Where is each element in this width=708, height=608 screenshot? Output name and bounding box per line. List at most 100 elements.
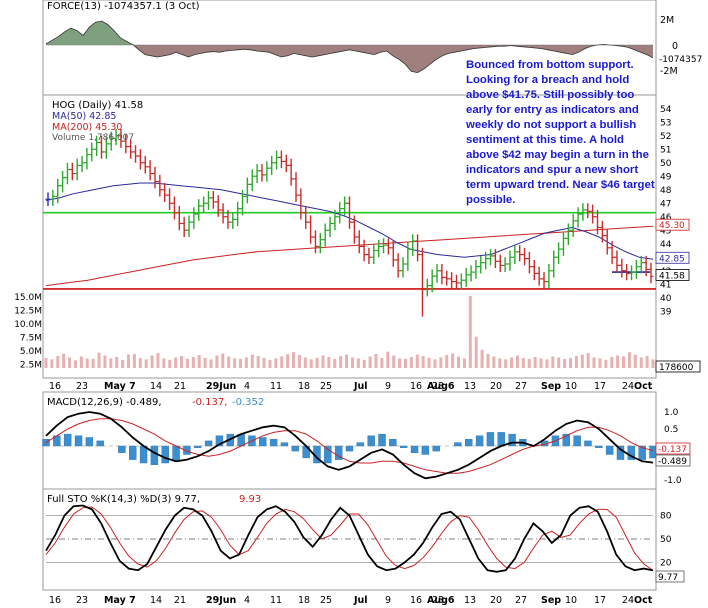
x-axis-label-price: 23 xyxy=(76,381,88,392)
x-axis-label-bottom: 17 xyxy=(594,595,606,606)
stochastic-panel xyxy=(42,488,657,591)
force-line xyxy=(45,20,654,74)
x-axis-label-price: Aug6 xyxy=(427,381,455,392)
volume-bar xyxy=(345,354,349,368)
volume-bar xyxy=(56,356,60,368)
macd-histogram-bar xyxy=(465,439,473,447)
ma200-line xyxy=(45,225,654,287)
macd-signal-line xyxy=(45,418,654,474)
macd-histogram-bar xyxy=(172,445,180,462)
x-axis-label-bottom: 10 xyxy=(565,595,577,606)
x-axis-label-bottom: 14 xyxy=(150,595,162,606)
macd-signal-marker: -0.137 xyxy=(658,445,687,455)
macd-histogram-bar xyxy=(605,445,614,455)
volume-bar xyxy=(598,358,602,368)
x-axis-label-bottom: Jul xyxy=(353,595,368,606)
sto-label: Full STO %K(14,3) %D(3) 9.77, xyxy=(47,494,200,505)
x-axis-label-bottom: 24 xyxy=(622,595,634,606)
volume-bar xyxy=(439,357,443,368)
volume-bar xyxy=(551,356,555,368)
volume-bar xyxy=(121,359,125,368)
macd-histogram-bar xyxy=(475,435,484,447)
volume-bar xyxy=(386,351,390,368)
macd-histogram-bar xyxy=(649,445,657,459)
macd-histogram-bar xyxy=(74,435,83,447)
macd-histogram-bar xyxy=(367,435,375,447)
volume-bar xyxy=(586,353,590,368)
x-axis-label-bottom: 23 xyxy=(432,595,444,606)
macd-value-marker: -0.489 xyxy=(658,457,687,467)
x-axis-label-price: 23 xyxy=(432,381,444,392)
volume-tick: 15.0M xyxy=(14,293,42,303)
volume-bar xyxy=(368,356,372,368)
macd-histogram-bar xyxy=(291,445,300,452)
volume-bar xyxy=(132,354,136,368)
volume-tick: 12.5M xyxy=(14,307,42,317)
macd-histogram-bar xyxy=(269,439,278,447)
x-axis-label-price: 20 xyxy=(490,381,502,392)
volume-bar xyxy=(350,357,354,368)
x-axis-label-bottom: 9 xyxy=(385,595,391,606)
ma50-marker: 42.85 xyxy=(659,254,685,264)
volume-bar xyxy=(421,356,425,368)
volume-bar xyxy=(150,355,154,368)
macd-tick: 1.0 xyxy=(664,408,679,418)
price-legend-ma50: MA(50) 42.85 xyxy=(52,111,116,122)
volume-bar xyxy=(227,356,231,368)
macd-histogram-bar xyxy=(356,442,365,447)
volume-bar xyxy=(433,359,437,368)
force-tick-neg2m: -2M xyxy=(660,66,678,77)
x-axis-label-bottom: May 7 xyxy=(104,595,136,606)
volume-bar xyxy=(197,355,201,368)
x-axis-label-price: 27 xyxy=(515,381,527,392)
volume-bar xyxy=(610,356,614,368)
x-axis-label-price: 18 xyxy=(298,381,310,392)
volume-bar xyxy=(97,352,101,368)
volume-tick: 2.5M xyxy=(20,361,42,371)
x-axis-label-price: Sep xyxy=(541,381,561,392)
ma200-marker-box xyxy=(655,218,690,231)
volume-bar xyxy=(498,358,502,368)
volume-bar xyxy=(238,358,242,368)
force-label: FORCE(13) -1074357.1 (3 Oct) xyxy=(47,1,200,12)
volume-bar xyxy=(103,355,107,368)
volume-bar xyxy=(362,359,366,368)
x-axis-label-bottom: Oct xyxy=(634,595,653,606)
x-axis-label-price: 21 xyxy=(174,381,186,392)
sto-marker: 9.77 xyxy=(658,573,678,583)
macd-histogram-bar xyxy=(150,445,159,465)
price-tick: 48 xyxy=(660,186,672,196)
volume-bar xyxy=(221,353,225,368)
volume-bar xyxy=(457,356,461,368)
volume-bar xyxy=(592,357,596,368)
volume-bar xyxy=(539,358,543,368)
volume-tick: 7.5M xyxy=(20,334,42,344)
volume-bar xyxy=(604,359,608,368)
x-axis-label-price: 10 xyxy=(565,381,577,392)
volume-bar xyxy=(545,359,549,368)
macd-label: MACD(12,26,9) -0.489, xyxy=(47,397,162,408)
sto-tick: 80 xyxy=(660,512,672,522)
volume-bar xyxy=(574,356,578,368)
annotation-note: Bounced from bottom support. Looking for… xyxy=(466,59,655,206)
volume-bar xyxy=(521,357,525,368)
volume-bar xyxy=(191,356,195,368)
x-axis-label-bottom: 11 xyxy=(270,595,282,606)
volume-bar xyxy=(144,359,148,368)
volume-bar xyxy=(138,357,142,368)
macd-histogram-bar xyxy=(454,442,462,447)
price-legend-ma200: MA(200) 45.30 xyxy=(52,122,122,133)
x-axis-label-price: 13 xyxy=(464,381,476,392)
price-tick: 39 xyxy=(660,307,672,317)
macd-histogram-bar xyxy=(508,433,516,447)
macd-tick: -1.0 xyxy=(664,476,682,486)
volume-bar xyxy=(374,354,378,368)
x-axis-label-price: May 7 xyxy=(104,381,136,392)
volume-bar xyxy=(474,336,478,368)
macd-line xyxy=(45,411,654,480)
price-tick: 46 xyxy=(660,213,672,223)
volume-bar xyxy=(468,296,472,368)
volume-bar xyxy=(244,357,248,368)
macd-value-marker-box xyxy=(655,454,691,467)
x-axis-label-bottom: 18 xyxy=(298,595,310,606)
